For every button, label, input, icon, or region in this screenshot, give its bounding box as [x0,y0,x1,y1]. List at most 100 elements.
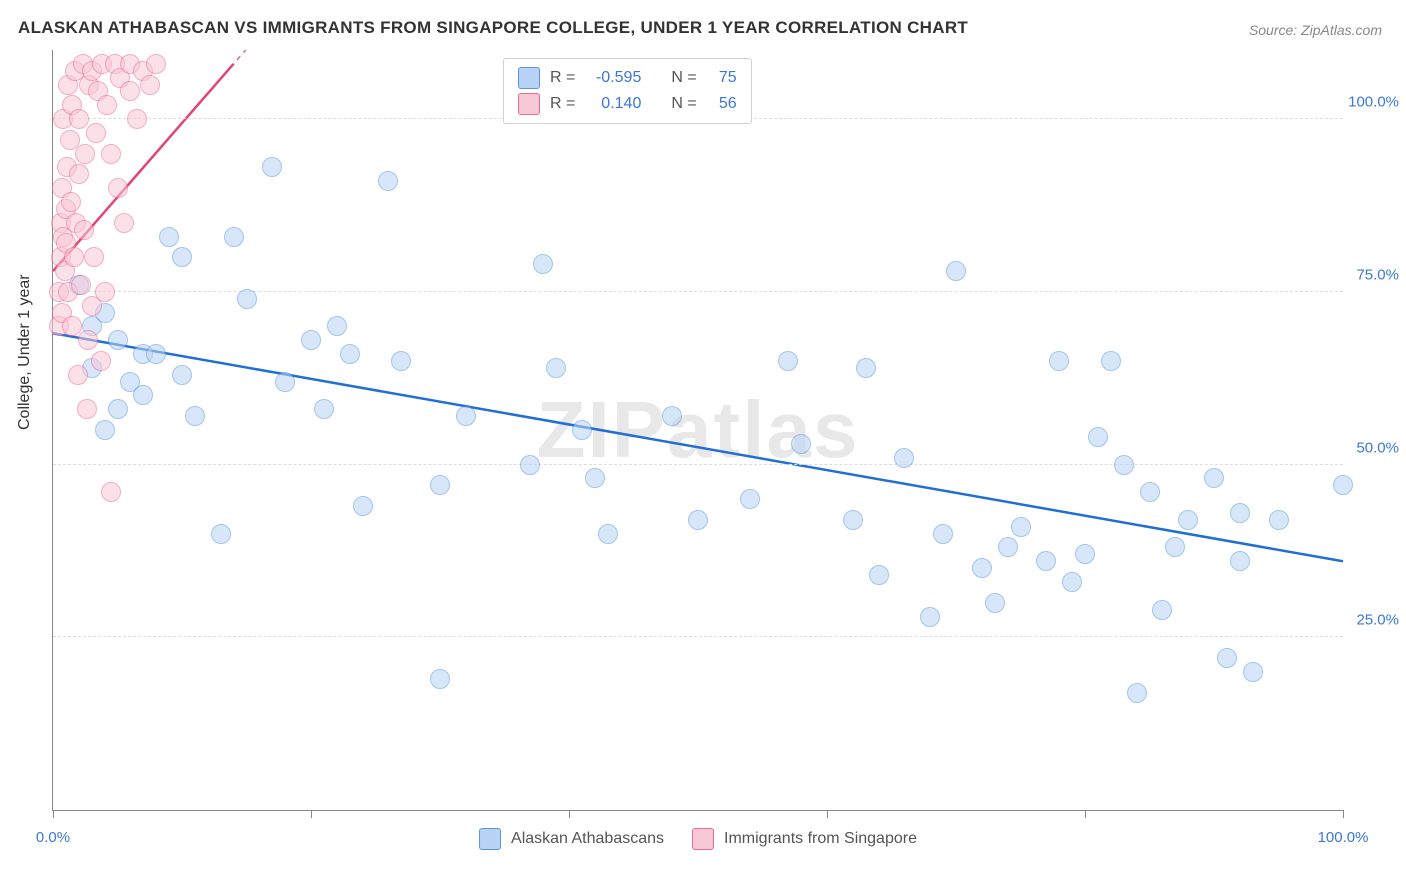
data-point [998,537,1018,557]
grid-line [53,636,1343,637]
data-point [97,95,117,115]
grid-line [53,464,1343,465]
data-point [95,282,115,302]
data-point [533,254,553,274]
series-legend-item: Alaskan Athabascans [479,826,664,852]
data-point [314,399,334,419]
y-tick-label: 50.0% [1356,439,1399,456]
correlation-legend: R =-0.595N =75R =0.140N =56 [503,58,752,124]
data-point [1152,600,1172,620]
data-point [101,144,121,164]
data-point [140,75,160,95]
data-point [172,365,192,385]
data-point [1230,551,1250,571]
y-axis-label: College, Under 1 year [16,274,34,430]
x-tick [1343,810,1344,818]
data-point [1178,510,1198,530]
data-point [146,54,166,74]
data-point [108,399,128,419]
data-point [275,372,295,392]
data-point [1101,351,1121,371]
data-point [1165,537,1185,557]
data-point [430,669,450,689]
legend-row: R =-0.595N =75 [518,65,737,91]
data-point [108,178,128,198]
data-point [95,420,115,440]
data-point [327,316,347,336]
x-tick [53,810,54,818]
y-tick-label: 75.0% [1356,266,1399,283]
data-point [77,399,97,419]
legend-swatch [518,93,540,115]
data-point [1269,510,1289,530]
data-point [585,468,605,488]
data-point [1230,503,1250,523]
data-point [75,144,95,164]
data-point [1127,683,1147,703]
series-name: Alaskan Athabascans [511,830,664,848]
data-point [1217,648,1237,668]
data-point [1062,572,1082,592]
data-point [1114,455,1134,475]
chart-title: ALASKAN ATHABASCAN VS IMMIGRANTS FROM SI… [18,18,968,38]
data-point [520,455,540,475]
data-point [740,489,760,509]
data-point [456,406,476,426]
data-point [69,164,89,184]
y-tick-label: 100.0% [1348,94,1399,111]
data-point [688,510,708,530]
x-tick [569,810,570,818]
legend-swatch [692,828,714,850]
data-point [1036,551,1056,571]
data-point [146,344,166,364]
data-point [172,247,192,267]
data-point [185,406,205,426]
data-point [946,261,966,281]
series-legend-item: Immigrants from Singapore [692,826,917,852]
legend-swatch [518,67,540,89]
trend-lines [53,50,1343,810]
data-point [1333,475,1353,495]
x-tick-label: 0.0% [36,829,70,846]
data-point [1088,427,1108,447]
source-attribution: Source: ZipAtlas.com [1249,22,1382,38]
data-point [391,351,411,371]
data-point [430,475,450,495]
legend-swatch [479,828,501,850]
data-point [84,247,104,267]
data-point [1204,468,1224,488]
data-point [71,275,91,295]
data-point [546,358,566,378]
data-point [61,192,81,212]
data-point [1011,517,1031,537]
data-point [843,510,863,530]
series-legend: Alaskan Athabascans Immigrants from Singa… [479,826,917,852]
data-point [778,351,798,371]
data-point [301,330,321,350]
data-point [856,358,876,378]
data-point [598,524,618,544]
data-point [127,109,147,129]
x-tick [827,810,828,818]
data-point [159,227,179,247]
data-point [920,607,940,627]
data-point [133,385,153,405]
data-point [78,330,98,350]
data-point [933,524,953,544]
data-point [572,420,592,440]
data-point [972,558,992,578]
x-tick-label: 100.0% [1318,829,1369,846]
data-point [262,157,282,177]
data-point [1140,482,1160,502]
x-tick [311,810,312,818]
series-name: Immigrants from Singapore [724,830,917,848]
data-point [869,565,889,585]
plot-area: ZIPatlas 25.0%50.0%75.0%100.0%0.0%100.0%… [52,50,1343,811]
data-point [985,593,1005,613]
data-point [340,344,360,364]
data-point [86,123,106,143]
data-point [791,434,811,454]
data-point [662,406,682,426]
data-point [211,524,231,544]
legend-row: R =0.140N =56 [518,91,737,117]
